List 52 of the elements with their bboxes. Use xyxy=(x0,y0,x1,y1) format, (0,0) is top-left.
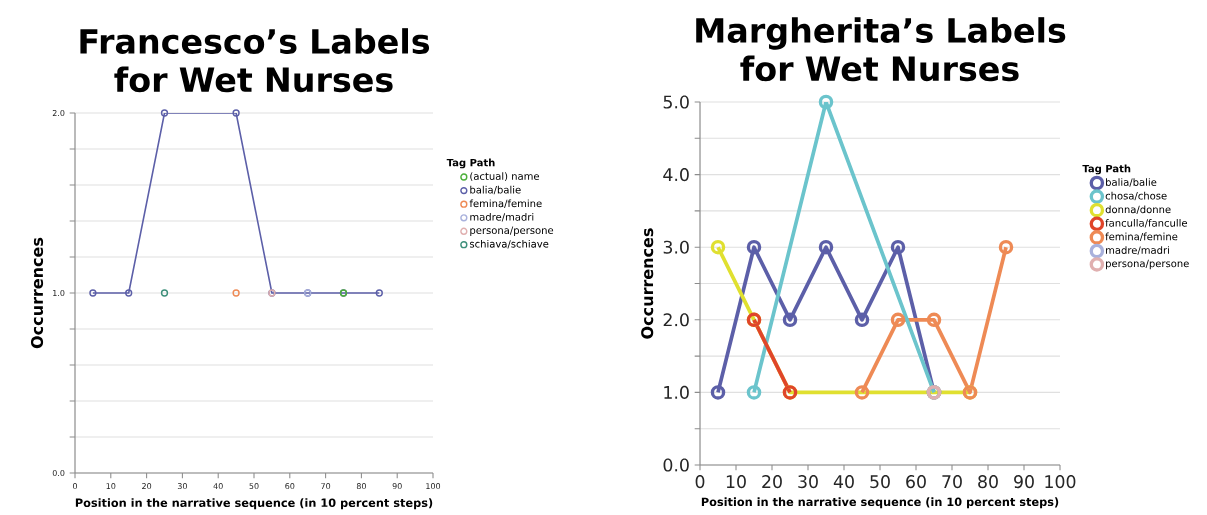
x-tick-label: 10 xyxy=(106,483,116,490)
legend-label: donna/donne xyxy=(1105,205,1171,214)
y-tick-label: 3.0 xyxy=(663,240,689,254)
y-tick-label: 1.0 xyxy=(53,289,65,297)
legend-label: fanculla/fanculle xyxy=(1105,219,1188,228)
x-tick-label: 50 xyxy=(249,483,259,490)
legend-label: balia/balie xyxy=(470,185,521,195)
y-axis-title: Occurrences xyxy=(30,237,44,349)
x-tick-label: 70 xyxy=(942,475,962,489)
x-tick-label: 10 xyxy=(726,475,746,489)
x-tick-label: 30 xyxy=(798,475,818,489)
x-tick-label: 30 xyxy=(177,483,187,490)
x-tick-label: 50 xyxy=(870,475,890,489)
y-tick-label: 0.0 xyxy=(663,458,689,472)
x-tick-label: 80 xyxy=(356,483,366,490)
y-tick-label: 0.0 xyxy=(52,469,65,477)
legend-title: Tag Path xyxy=(446,158,495,169)
x-tick-label: 0 xyxy=(695,475,705,489)
x-tick-label: 20 xyxy=(142,483,152,490)
legend-label: chosa/chose xyxy=(1105,191,1167,201)
legend-label: femina/femine xyxy=(469,199,542,208)
x-tick-label: 20 xyxy=(762,475,782,489)
x-tick-label: 90 xyxy=(1014,475,1034,489)
x-tick-label: 60 xyxy=(906,475,926,489)
x-tick-label: 100 xyxy=(426,483,441,490)
legend-label: persona/persone xyxy=(1106,259,1189,270)
x-tick-label: 100 xyxy=(1045,475,1076,489)
legend-label: femina/femine xyxy=(1105,232,1178,242)
legend-label: persona/persone xyxy=(470,226,554,236)
x-tick-label: 40 xyxy=(213,483,223,490)
legend-label: (actual) name xyxy=(470,172,540,182)
x-axis-title: Position in the narrative sequence (in 10 percent steps) xyxy=(701,497,1059,509)
legend-label: madre/madri xyxy=(1106,246,1169,255)
legend-label: balia/balie xyxy=(1106,178,1157,187)
x-tick-label: 80 xyxy=(978,475,998,489)
legend-title: Tag Path xyxy=(1082,164,1131,175)
x-tick-label: 40 xyxy=(833,475,854,489)
legend-label: madre/madri xyxy=(470,213,534,222)
x-tick-label: 0 xyxy=(72,483,78,490)
legend-label: schiava/schiave xyxy=(469,239,549,249)
y-tick-label: 2.0 xyxy=(663,313,689,327)
x-axis-title: Position in the narrative sequence (in 10 percent steps) xyxy=(75,498,433,510)
x-tick-label: 60 xyxy=(285,483,295,490)
y-tick-label: 1.0 xyxy=(664,385,689,399)
chart-title: Margherita’s Labels for Wet Nurses xyxy=(696,17,1066,82)
y-tick-label: 2.0 xyxy=(52,109,65,117)
y-tick-label: 5.0 xyxy=(663,95,689,109)
x-tick-label: 90 xyxy=(392,483,402,490)
y-axis-title: Occurrences xyxy=(641,228,654,339)
y-tick-label: 4.0 xyxy=(663,168,689,182)
chart-title: Francesco’s Labels for Wet Nurses xyxy=(80,28,430,93)
x-tick-label: 70 xyxy=(321,483,331,490)
